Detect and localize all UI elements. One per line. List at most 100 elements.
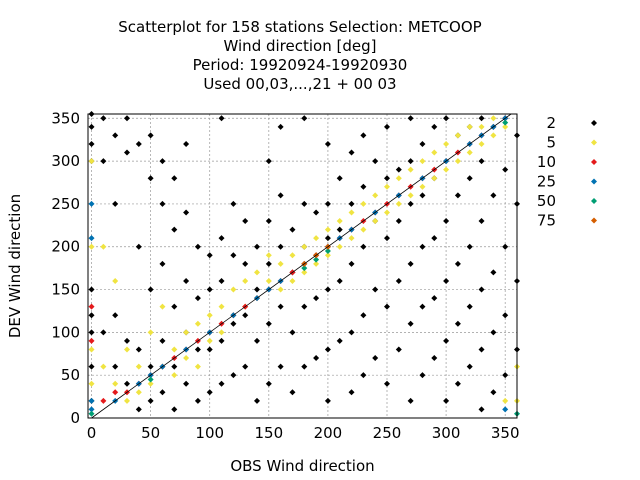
data-point [466,243,473,250]
data-point [313,209,320,216]
data-point [407,397,414,404]
data-point [254,269,260,276]
legend-label: 75 [537,212,556,230]
data-point [88,363,95,370]
data-point [88,235,95,242]
data-point [407,200,414,207]
data-point [478,140,485,147]
x-tick-label: 350 [491,424,520,442]
data-point [407,166,414,173]
data-point [242,218,249,225]
data-point [336,337,343,344]
data-point [490,329,497,336]
legend-label: 5 [546,134,556,152]
data-point [171,406,178,413]
data-point [277,192,284,199]
data-point [242,277,249,284]
data-point [443,140,450,147]
data-point [372,158,379,165]
data-point [324,140,331,147]
data-point [265,320,272,327]
data-point [384,183,390,190]
data-point [88,397,95,404]
data-point [443,115,450,122]
data-point [88,410,95,417]
legend-marker [591,217,597,224]
data-point [454,132,461,139]
data-point [265,218,272,225]
data-point [384,303,390,310]
data-point [147,286,154,293]
data-point [218,380,225,387]
data-point [324,235,331,242]
data-point [194,295,201,302]
data-point [194,243,201,250]
data-point [135,243,142,250]
data-point [395,200,402,207]
data-point [395,166,402,173]
legend-marker [591,198,597,204]
y-tick-label: 250 [51,195,80,213]
data-point [454,380,461,387]
data-point [313,260,320,267]
data-point [313,355,320,362]
data-point [183,355,190,362]
data-point [348,235,355,242]
data-point [277,243,284,250]
data-point [289,389,296,396]
data-point [218,303,225,310]
data-point [183,140,190,147]
chart-title: Scatterplot for 158 stations Selection: … [118,18,482,36]
data-point [289,329,296,336]
y-tick-label: 100 [51,323,80,341]
data-point [336,243,343,250]
x-tick-label: 50 [141,424,160,442]
data-point [360,200,367,207]
data-point [502,372,509,379]
data-point [372,218,379,225]
data-point [88,406,95,413]
data-point [277,303,284,310]
data-point [171,346,178,353]
y-tick-label: 50 [61,366,80,384]
data-point [431,355,438,362]
x-tick-label: 150 [254,424,283,442]
data-point [88,346,95,353]
x-tick-label: 200 [314,424,343,442]
data-point [324,200,331,207]
data-point [88,140,95,147]
data-point [88,286,95,293]
data-point [466,149,473,156]
data-point [478,346,485,353]
data-point [490,269,497,276]
data-point [454,192,461,199]
plot-frame [87,113,518,419]
data-point [324,252,331,259]
data-point [454,260,461,267]
x-tick-label: 250 [373,424,402,442]
legend-marker [591,120,597,126]
data-point [124,346,130,353]
data-point [336,226,343,233]
data-point [395,277,402,284]
data-point [135,140,142,147]
data-point [348,209,355,216]
data-point [407,260,414,267]
data-point [265,380,272,387]
data-point [159,337,166,344]
data-point [348,260,355,267]
data-point [289,252,296,259]
data-point [360,183,367,190]
y-tick-label: 200 [51,238,80,256]
data-point [419,303,426,310]
data-point [502,166,509,173]
diagonal-line [91,113,512,419]
data-point [490,132,497,139]
data-point [348,200,355,207]
data-point [502,312,509,319]
data-point [183,380,190,387]
data-point [360,372,367,379]
data-point [277,123,284,130]
data-point [395,218,402,225]
